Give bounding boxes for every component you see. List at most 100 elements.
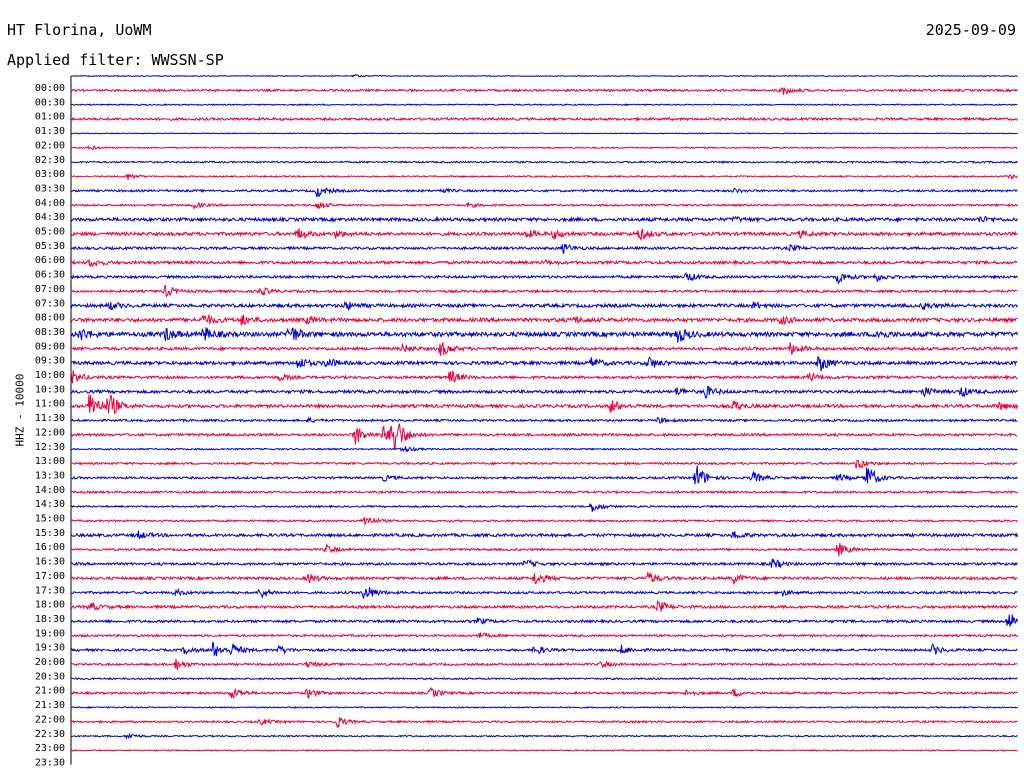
time-label-8: 04:00: [35, 198, 65, 209]
time-label-28: 14:00: [35, 485, 65, 496]
time-label-1: 00:30: [35, 97, 65, 108]
trace-row-47: [70, 749, 1018, 752]
filter-label: Applied filter: WWSSN-SP: [7, 51, 224, 69]
time-label-31: 15:30: [35, 528, 65, 539]
time-label-43: 21:30: [35, 700, 65, 711]
trace-row-7: [70, 173, 1018, 180]
record-date: 2025-09-09: [925, 21, 1016, 39]
time-label-5: 02:30: [35, 155, 65, 166]
trace-row-44: [70, 705, 1018, 709]
trace-row-26: [70, 446, 1018, 453]
trace-row-43: [70, 686, 1018, 699]
time-label-25: 12:30: [35, 442, 65, 453]
time-label-32: 16:00: [35, 542, 65, 553]
trace-row-27: [70, 459, 1018, 469]
time-label-17: 08:30: [35, 327, 65, 338]
trace-row-34: [70, 558, 1018, 569]
trace-row-42: [70, 676, 1018, 681]
trace-row-3: [70, 116, 1018, 122]
trace-row-13: [70, 258, 1018, 268]
trace-row-25: [70, 423, 1018, 451]
time-label-45: 22:30: [35, 729, 65, 740]
trace-row-9: [70, 201, 1018, 211]
trace-row-6: [70, 160, 1018, 165]
time-label-9: 04:30: [35, 212, 65, 223]
time-label-42: 21:00: [35, 686, 65, 697]
time-label-6: 03:00: [35, 169, 65, 180]
time-label-2: 01:00: [35, 112, 65, 123]
trace-row-40: [70, 641, 1018, 657]
trace-row-23: [70, 394, 1018, 415]
time-label-18: 09:00: [35, 341, 65, 352]
time-label-23: 11:30: [35, 413, 65, 424]
time-label-36: 18:00: [35, 600, 65, 611]
trace-row-24: [70, 416, 1018, 424]
time-label-22: 11:00: [35, 399, 65, 410]
trace-row-18: [70, 327, 1018, 343]
trace-row-39: [70, 632, 1018, 639]
time-label-11: 05:30: [35, 241, 65, 252]
time-label-15: 07:30: [35, 298, 65, 309]
trace-row-14: [70, 271, 1018, 285]
time-label-24: 12:00: [35, 427, 65, 438]
trace-row-35: [70, 570, 1018, 585]
time-label-12: 06:00: [35, 255, 65, 266]
time-label-40: 20:00: [35, 657, 65, 668]
time-label-19: 09:30: [35, 356, 65, 367]
time-label-3: 01:30: [35, 126, 65, 137]
trace-row-36: [71, 587, 1018, 600]
time-label-13: 06:30: [35, 270, 65, 281]
trace-row-41: [70, 659, 1018, 670]
trace-row-28: [70, 465, 1018, 485]
time-label-20: 10:00: [35, 370, 65, 381]
time-label-16: 08:00: [35, 313, 65, 324]
time-label-30: 15:00: [35, 514, 65, 525]
time-label-38: 19:00: [35, 628, 65, 639]
time-label-21: 10:30: [35, 384, 65, 395]
trace-row-37: [70, 599, 1018, 612]
trace-row-11: [70, 228, 1018, 242]
time-label-44: 22:00: [35, 714, 65, 725]
time-label-4: 02:00: [35, 140, 65, 151]
trace-row-45: [70, 717, 1018, 729]
time-label-26: 13:00: [35, 456, 65, 467]
trace-row-22: [70, 385, 1018, 399]
time-label-35: 17:30: [35, 585, 65, 596]
time-label-33: 16:30: [35, 557, 65, 568]
trace-row-20: [70, 355, 1018, 372]
trace-row-19: [70, 342, 1018, 357]
trace-row-38: [70, 614, 1018, 627]
time-label-0: 00:00: [35, 83, 65, 94]
trace-row-2: [71, 103, 1018, 107]
time-label-27: 13:30: [35, 470, 65, 481]
trace-row-0: [70, 73, 1018, 78]
time-label-7: 03:30: [35, 183, 65, 194]
trace-row-46: [70, 732, 1018, 740]
time-label-10: 05:00: [35, 227, 65, 238]
trace-row-1: [70, 86, 1018, 95]
time-label-41: 20:30: [35, 671, 65, 682]
time-label-47: 23:30: [35, 757, 65, 768]
trace-row-29: [70, 489, 1018, 495]
time-label-46: 23:00: [35, 743, 65, 754]
trace-row-17: [70, 313, 1018, 326]
trace-row-4: [70, 132, 1018, 135]
trace-row-8: [70, 187, 1018, 198]
trace-row-15: [70, 284, 1018, 298]
trace-row-10: [70, 215, 1018, 224]
time-label-29: 14:30: [35, 499, 65, 510]
trace-row-16: [70, 300, 1018, 311]
trace-row-31: [70, 516, 1018, 526]
trace-row-32: [70, 530, 1018, 540]
trace-row-30: [70, 503, 1018, 513]
trace-row-12: [70, 243, 1018, 254]
trace-row-33: [70, 542, 1018, 557]
time-label-37: 18:30: [35, 614, 65, 625]
trace-row-21: [70, 370, 1018, 384]
trace-row-5: [70, 145, 1018, 151]
time-label-39: 19:30: [35, 643, 65, 654]
time-label-14: 07:00: [35, 284, 65, 295]
time-label-34: 17:00: [35, 571, 65, 582]
station-title: HT Florina, UoWM: [7, 21, 152, 39]
